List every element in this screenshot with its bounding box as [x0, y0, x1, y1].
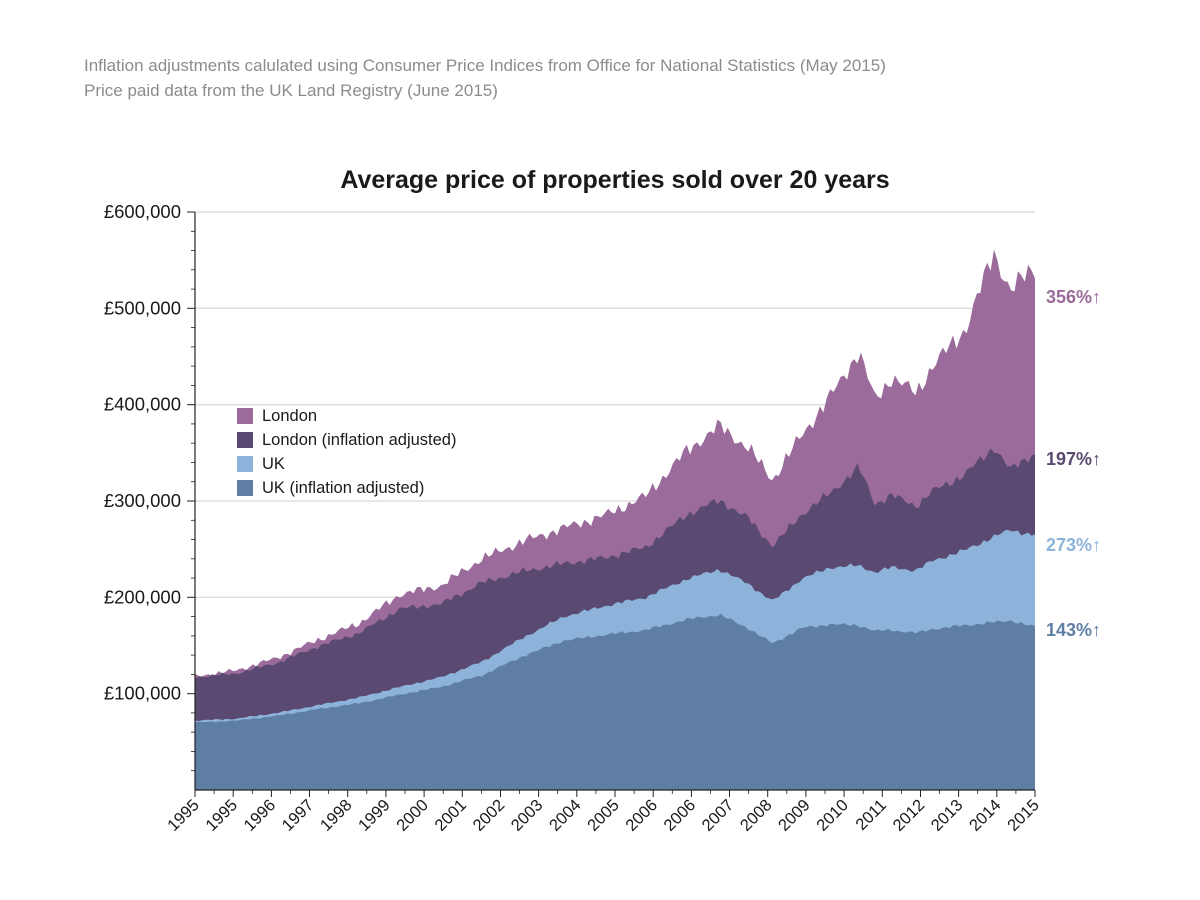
- legend-label-london-adjusted: London (inflation adjusted): [262, 430, 457, 449]
- pct-annotation-uk-adjusted: 143%↑: [1046, 620, 1102, 640]
- legend-swatch-london: [237, 408, 253, 424]
- legend-swatch-uk: [237, 456, 253, 472]
- svg-text:1995: 1995: [202, 796, 241, 835]
- svg-text:1995: 1995: [164, 796, 203, 835]
- svg-text:2012: 2012: [890, 796, 929, 835]
- svg-text:2008: 2008: [737, 796, 776, 835]
- svg-text:£600,000: £600,000: [104, 201, 181, 222]
- svg-text:2004: 2004: [546, 796, 585, 835]
- svg-text:2006: 2006: [661, 796, 700, 835]
- svg-text:2009: 2009: [775, 796, 814, 835]
- svg-text:£200,000: £200,000: [104, 586, 181, 607]
- svg-text:2014: 2014: [966, 796, 1005, 835]
- svg-text:£500,000: £500,000: [104, 297, 181, 318]
- pct-annotation-uk: 273%↑: [1046, 535, 1102, 556]
- svg-text:1999: 1999: [355, 796, 394, 835]
- svg-text:2015: 2015: [1004, 796, 1043, 835]
- legend-swatch-uk-adjusted: [237, 480, 253, 496]
- svg-text:2005: 2005: [584, 796, 623, 835]
- svg-text:1998: 1998: [317, 796, 356, 835]
- source-note-line2: Price paid data from the UK Land Registr…: [84, 80, 498, 100]
- svg-text:1997: 1997: [279, 796, 318, 835]
- svg-text:£400,000: £400,000: [104, 394, 181, 415]
- legend-label-uk-adjusted: UK (inflation adjusted): [262, 478, 425, 497]
- svg-text:2011: 2011: [852, 796, 890, 834]
- svg-text:2006: 2006: [622, 796, 661, 835]
- svg-text:2007: 2007: [699, 796, 738, 835]
- legend-label-london: London: [262, 406, 318, 425]
- svg-text:2010: 2010: [813, 796, 852, 835]
- svg-text:2013: 2013: [928, 796, 967, 835]
- legend-item-london-adjusted: London (inflation adjusted): [237, 428, 456, 452]
- svg-text:2003: 2003: [508, 796, 547, 835]
- svg-text:2000: 2000: [393, 796, 432, 835]
- source-note-line1: Inflation adjustments calulated using Co…: [84, 56, 886, 75]
- chart-title: Average price of properties sold over 20…: [340, 166, 890, 194]
- svg-text:2001: 2001: [431, 796, 470, 835]
- pct-annotation-london-adjusted: 197%↑: [1046, 448, 1102, 469]
- svg-text:1996: 1996: [241, 796, 280, 835]
- chart-legend: London London (inflation adjusted) UK UK…: [237, 404, 456, 500]
- svg-text:£100,000: £100,000: [104, 683, 181, 704]
- svg-text:2002: 2002: [470, 796, 509, 835]
- legend-item-uk: UK: [237, 452, 456, 476]
- legend-item-london: London: [237, 404, 456, 428]
- svg-text:£300,000: £300,000: [104, 490, 181, 511]
- pct-annotation-london: 356%↑: [1046, 286, 1102, 307]
- source-note: Inflation adjustments calulated using Co…: [84, 54, 1084, 103]
- legend-label-uk: UK: [262, 454, 285, 473]
- legend-item-uk-adjusted: UK (inflation adjusted): [237, 476, 456, 500]
- legend-swatch-london-adjusted: [237, 432, 253, 448]
